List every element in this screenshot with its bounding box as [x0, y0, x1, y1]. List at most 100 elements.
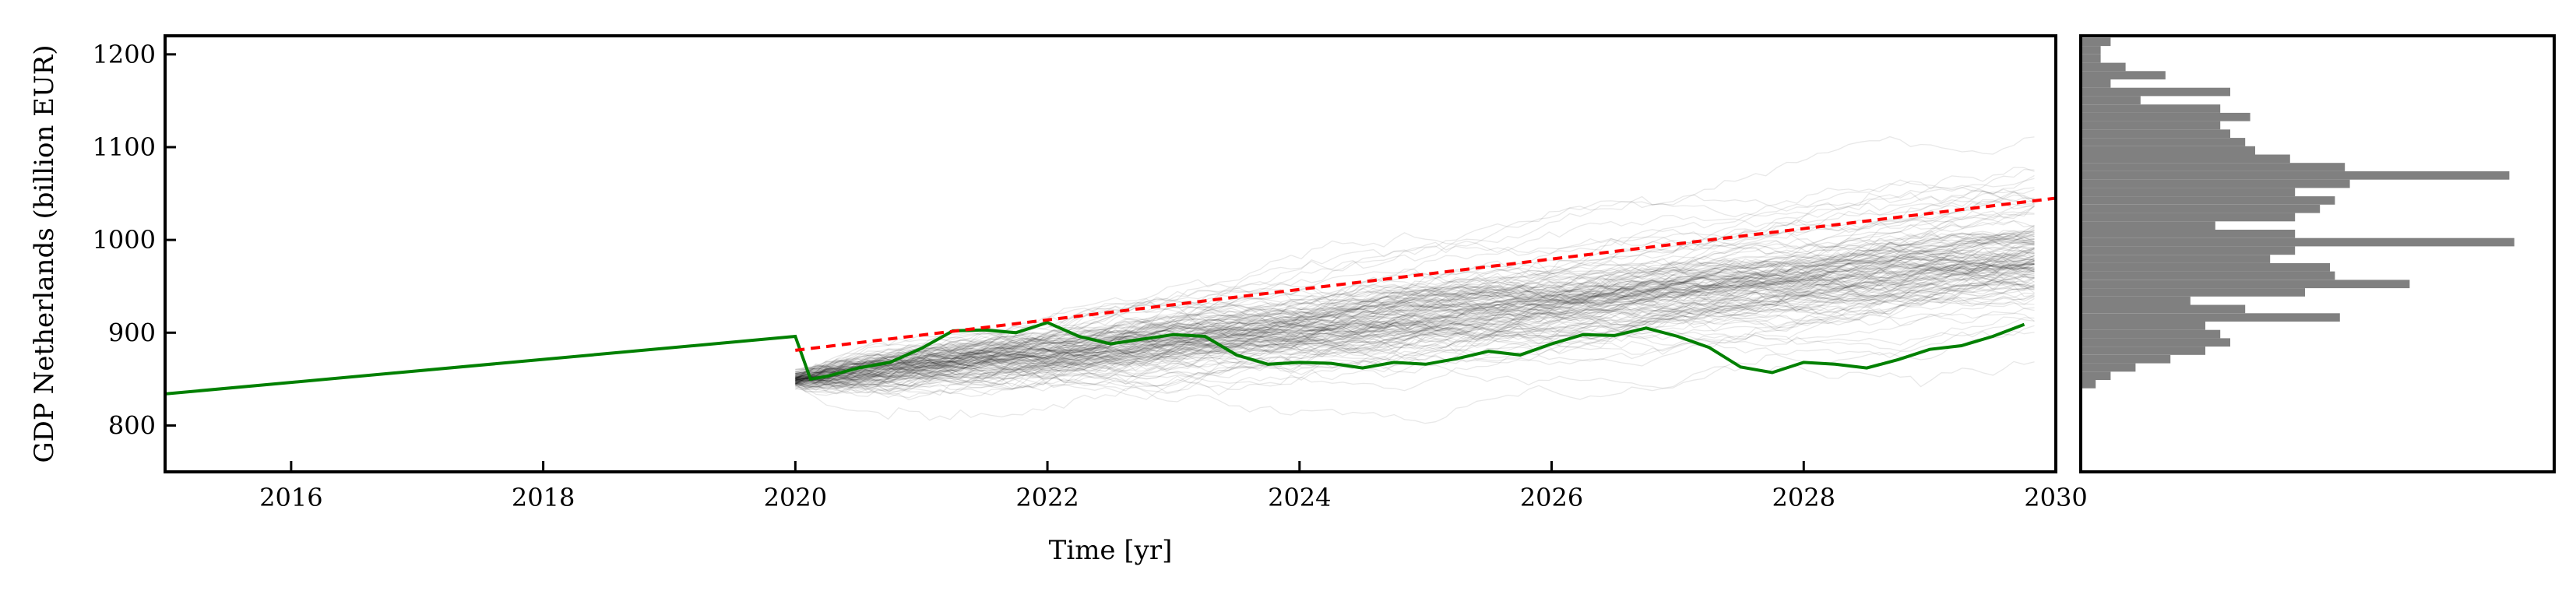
simulated-path: [795, 257, 2035, 388]
simulated-path: [795, 218, 2035, 392]
simulated-path: [795, 230, 2035, 389]
simulated-path: [795, 191, 2035, 370]
histogram-bar: [2081, 329, 2221, 339]
y-axis-ticks: 800 900 1000 1100 1200: [93, 40, 176, 440]
histogram-bar: [2081, 237, 2514, 247]
simulated-path: [795, 187, 2035, 379]
simulated-path: [795, 233, 2035, 378]
simulated-path: [795, 247, 2035, 378]
simulated-path: [795, 268, 2035, 378]
histogram-bar: [2081, 54, 2101, 63]
simulated-path: [795, 269, 2035, 381]
simulated-path: [795, 269, 2035, 384]
simulated-path: [795, 277, 2035, 381]
simulated-path: [795, 287, 2035, 400]
simulated-path: [795, 230, 2035, 391]
simulated-path: [795, 220, 2035, 378]
simulated-path: [794, 248, 2035, 380]
simulated-path: [794, 195, 2035, 392]
simulated-path: [794, 317, 2035, 401]
simulated-path: [795, 268, 2035, 392]
histogram-bar: [2081, 363, 2136, 372]
simulated-path: [794, 292, 2035, 383]
y-tick-label: 800: [108, 410, 156, 440]
simulated-path: [795, 238, 2035, 379]
simulated-path: [795, 247, 2035, 382]
simulated-path: [794, 284, 2035, 381]
histogram-bar: [2081, 188, 2296, 197]
simulated-path: [795, 255, 2035, 387]
simulated-path: [795, 247, 2035, 385]
histogram-bar: [2081, 230, 2296, 238]
histogram-bar: [2081, 121, 2221, 130]
histogram-bar: [2081, 313, 2340, 322]
simulated-path: [795, 263, 2035, 395]
simulated-path: [795, 232, 2035, 375]
simulated-path: [795, 255, 2035, 389]
simulated-path: [795, 237, 2035, 383]
simulated-path: [795, 179, 2035, 381]
histogram-bar: [2081, 280, 2410, 289]
simulated-path: [795, 280, 2035, 396]
histogram-bar: [2081, 179, 2350, 188]
x-tick-label: 2016: [259, 483, 322, 512]
histogram-bar: [2081, 338, 2230, 347]
simulated-path: [795, 259, 2035, 386]
simulated-path: [795, 206, 2035, 374]
simulated-path: [795, 272, 2035, 378]
series-line-trend-forecast: [795, 196, 2056, 352]
simulated-path: [795, 250, 2035, 395]
simulated-path: [794, 255, 2035, 382]
histogram-bar: [2081, 87, 2230, 97]
simulated-path: [794, 225, 2035, 399]
histogram-frame: [2079, 34, 2556, 473]
simulated-path: [795, 295, 2035, 385]
histogram-bar: [2081, 146, 2255, 155]
simulated-path: [795, 275, 2035, 396]
simulated-path: [795, 273, 2035, 380]
histogram-bar: [2081, 213, 2296, 222]
simulated-path: [795, 259, 2035, 383]
simulated-path: [795, 227, 2035, 380]
histogram-bar: [2081, 46, 2101, 55]
x-tick-label: 2026: [1520, 483, 1583, 512]
x-tick-label: 2030: [2024, 483, 2087, 512]
simulated-path: [795, 190, 2035, 385]
simulated-path: [795, 248, 2035, 380]
histogram-bar: [2081, 154, 2290, 164]
histogram-bar: [2081, 71, 2166, 79]
simulated-path: [795, 199, 2035, 378]
y-tick-label: 1100: [93, 132, 156, 162]
simulated-path: [795, 252, 2035, 378]
histogram-bar: [2081, 196, 2335, 205]
simulated-path: [795, 278, 2035, 378]
histogram-bar: [2081, 171, 2510, 180]
simulated-path: [795, 190, 2035, 384]
histogram-bar: [2081, 204, 2321, 213]
x-tick-label: 2028: [1772, 483, 1835, 512]
simulated-path: [795, 294, 2035, 384]
simulated-path: [795, 264, 2035, 378]
series-group: [165, 196, 2056, 396]
simulated-path: [795, 174, 2035, 374]
simulated-path: [795, 262, 2035, 385]
x-tick-label: 2018: [512, 483, 575, 512]
simulated-path: [795, 258, 2035, 375]
simulated-path: [795, 232, 2035, 383]
y-tick-label: 1200: [93, 40, 156, 69]
simulated-path: [795, 271, 2035, 385]
simulated-path: [795, 261, 2035, 385]
histogram-bar: [2081, 221, 2215, 230]
simulated-path: [795, 246, 2035, 381]
simulated-path: [795, 246, 2035, 378]
simulated-path: [794, 237, 2035, 390]
simulated-path: [795, 246, 2035, 387]
simulated-path: [794, 199, 2035, 375]
histogram-bars: [2081, 37, 2514, 389]
simulated-path: [795, 239, 2035, 378]
simulated-path: [795, 283, 2035, 377]
simulated-path: [794, 282, 2035, 396]
histogram-bar: [2081, 104, 2221, 113]
simulated-path: [795, 267, 2035, 379]
